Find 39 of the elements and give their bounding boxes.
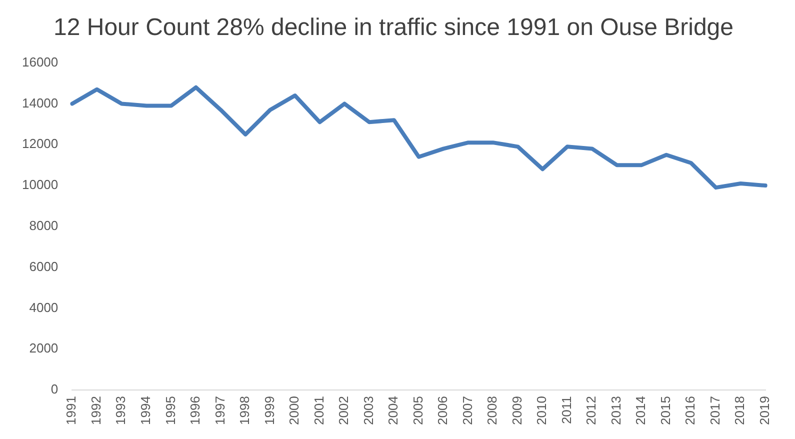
- x-tick-label: 1992: [88, 396, 104, 425]
- x-tick-label: 1994: [138, 396, 154, 425]
- y-tick-label: 6000: [29, 258, 58, 274]
- x-tick-label: 1997: [212, 396, 228, 425]
- x-tick-label: 2004: [386, 396, 401, 425]
- y-tick-label: 4000: [29, 300, 58, 315]
- x-tick-label: 2017: [707, 396, 722, 425]
- x-tick-label: 2012: [584, 396, 599, 425]
- x-tick-label: 2008: [484, 396, 500, 425]
- y-tick-label: 14000: [22, 95, 58, 110]
- x-tick-label: 2006: [435, 396, 450, 425]
- x-tick-label: 2015: [658, 396, 673, 425]
- x-tick-label: 1996: [188, 396, 203, 425]
- x-tick-label: 2013: [608, 396, 624, 425]
- y-tick-label: 8000: [29, 218, 58, 234]
- x-tick-label: 2005: [410, 396, 426, 425]
- x-tick-label: 1991: [64, 396, 79, 425]
- x-tick-label: 2007: [460, 396, 475, 425]
- x-tick-label: 1995: [162, 396, 178, 425]
- x-tick-label: 2014: [633, 396, 648, 425]
- x-tick-label: 2003: [360, 396, 376, 425]
- y-tick-label: 2000: [29, 340, 58, 356]
- x-tick-label: 2011: [558, 396, 574, 424]
- y-tick-label: 12000: [22, 136, 58, 152]
- x-tick-label: 2002: [336, 396, 352, 425]
- y-tick-label: 0: [50, 382, 58, 397]
- x-tick-label: 2001: [311, 396, 326, 425]
- x-tick-label: 2016: [682, 396, 698, 425]
- y-tick-label: 10000: [22, 177, 58, 192]
- x-tick-label: 1999: [262, 396, 277, 425]
- x-tick-label: 2019: [756, 396, 772, 425]
- x-tick-label: 2010: [534, 396, 550, 425]
- x-tick-label: 1993: [113, 396, 128, 425]
- x-tick-label: 2009: [509, 396, 524, 425]
- x-tick-label: 1998: [237, 396, 252, 425]
- y-tick-label: 16000: [22, 54, 58, 70]
- chart-title: 12 Hour Count 28% decline in traffic since 1991 on Ouse Bridge: [54, 14, 734, 42]
- x-tick-label: 2000: [286, 396, 302, 425]
- x-tick-label: 2018: [732, 396, 748, 425]
